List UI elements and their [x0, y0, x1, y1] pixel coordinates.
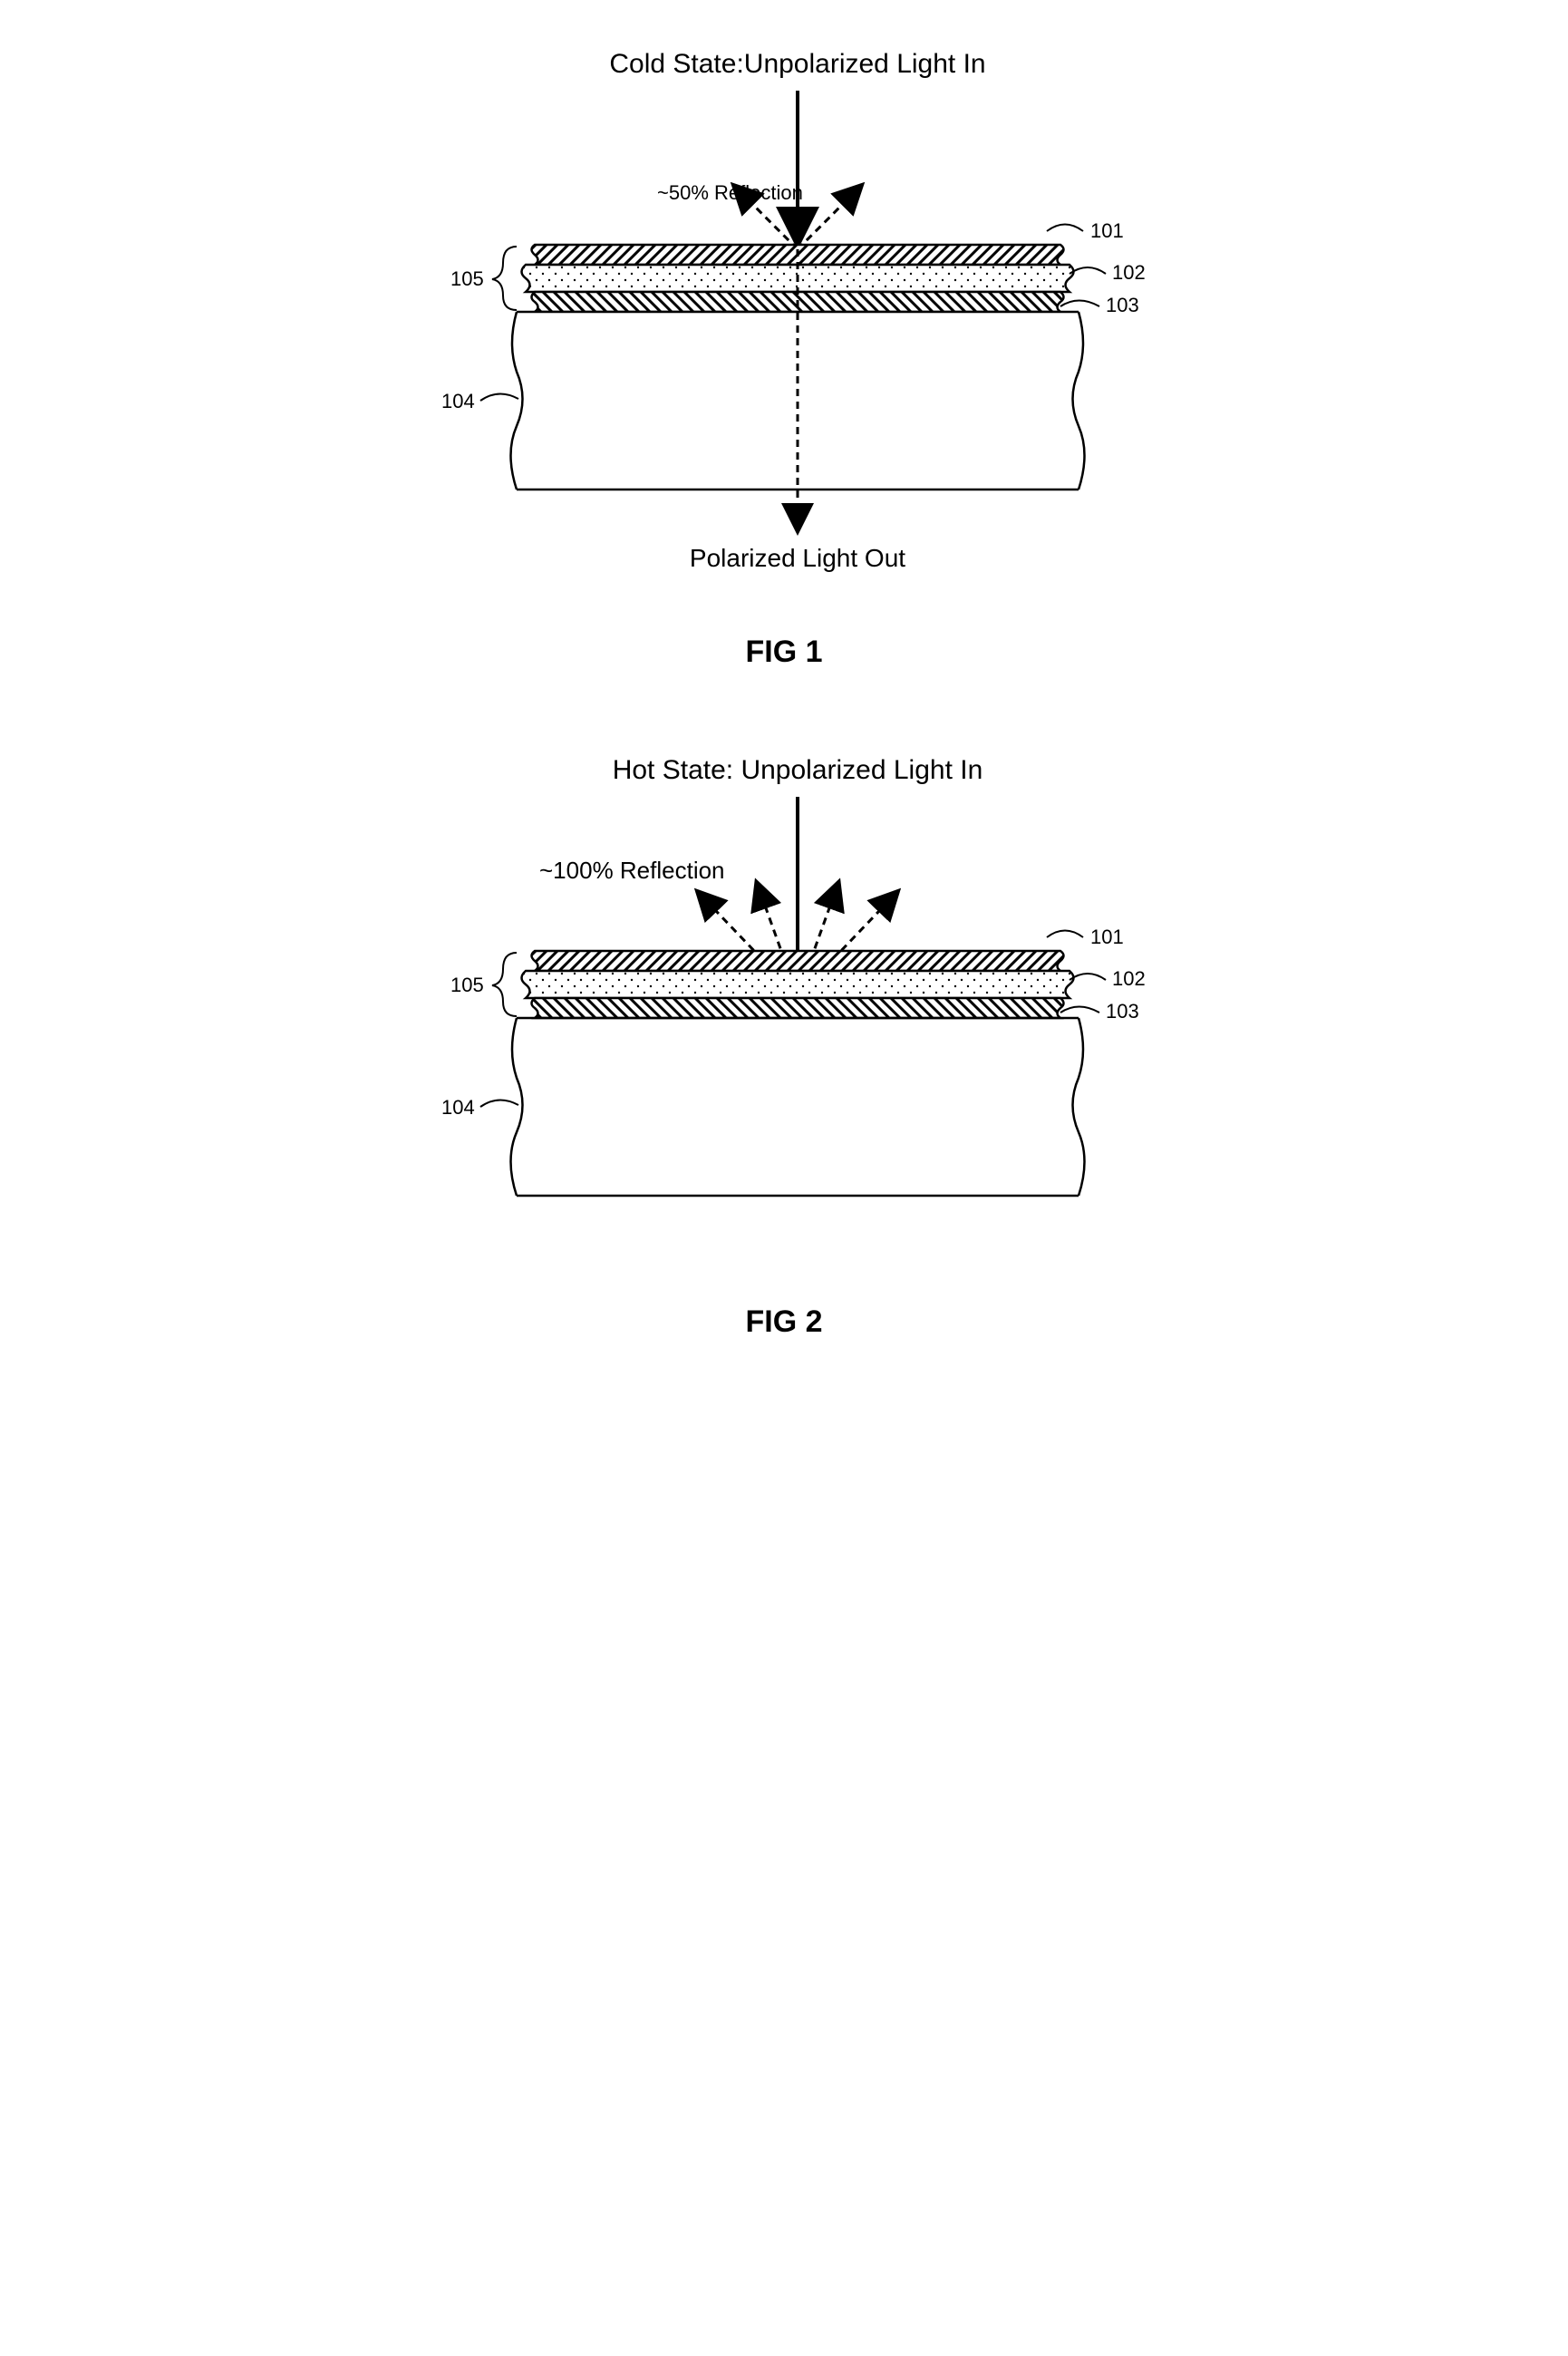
pane2-left-edge: [511, 1018, 523, 1196]
ref2-101: 101: [1090, 926, 1124, 948]
figure-1-svg: Cold State:Unpolarized Light In ~50% Ref…: [331, 36, 1237, 616]
leader-103: [1060, 301, 1099, 307]
ref2-104: 104: [441, 1096, 475, 1119]
layer-103-2: [532, 998, 1064, 1018]
figure-2-caption: FIG 2: [331, 1304, 1237, 1340]
figure-2-title: Hot State: Unpolarized Light In: [613, 755, 983, 785]
figure-2: Hot State: Unpolarized Light In ~100% Re…: [331, 742, 1237, 1340]
layer-101-2: [532, 951, 1064, 971]
figure-1-caption: FIG 1: [331, 635, 1237, 670]
reflection-label-2: ~100% Reflection: [539, 857, 725, 884]
ref-102: 102: [1112, 261, 1146, 284]
figure-1-title: Cold State:Unpolarized Light In: [609, 49, 985, 79]
ref2-105: 105: [450, 974, 484, 996]
leader2-103: [1060, 1007, 1099, 1013]
leader-101: [1047, 225, 1083, 232]
figure-2-svg: Hot State: Unpolarized Light In ~100% Re…: [331, 742, 1237, 1286]
leader-104: [480, 393, 518, 401]
brace2-105: [492, 953, 517, 1016]
ref-105: 105: [450, 267, 484, 290]
ref-104: 104: [441, 390, 475, 412]
leader-102: [1070, 267, 1106, 274]
leader2-101: [1047, 931, 1083, 938]
leader2-104: [480, 1100, 518, 1107]
ref-101: 101: [1090, 219, 1124, 242]
pane2-right-edge: [1073, 1018, 1085, 1196]
output-label: Polarized Light Out: [690, 544, 905, 572]
ref2-102: 102: [1112, 967, 1146, 990]
ref2-103: 103: [1106, 1000, 1139, 1023]
figure-1: Cold State:Unpolarized Light In ~50% Ref…: [331, 36, 1237, 670]
reflected-arrow-right-1: [798, 186, 861, 249]
brace-105: [492, 247, 517, 310]
ref-103: 103: [1106, 294, 1139, 316]
reflection-label-1: ~50% Reflection: [657, 181, 803, 204]
layer-102-2: [522, 971, 1074, 998]
leader2-102: [1070, 974, 1106, 980]
